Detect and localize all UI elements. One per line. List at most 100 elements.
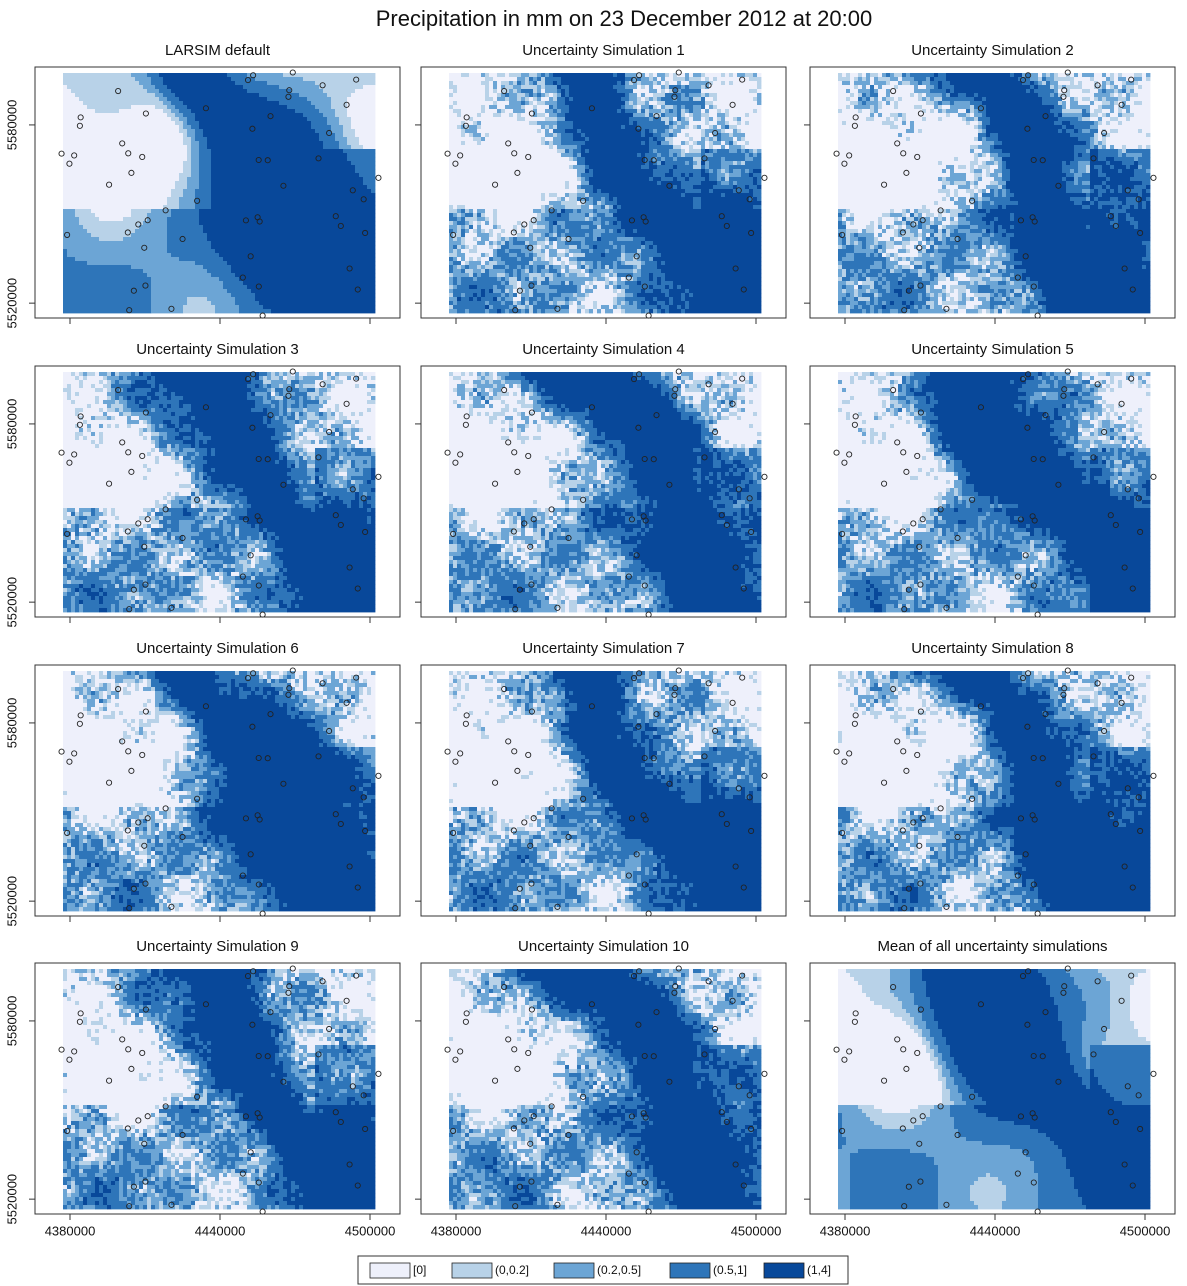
raster-cell	[63, 157, 188, 162]
raster-cell	[645, 113, 650, 118]
raster-cell	[569, 257, 578, 262]
raster-cell	[846, 273, 855, 278]
raster-cell	[994, 189, 999, 194]
raster-cell	[191, 488, 200, 493]
raster-cell	[838, 237, 843, 242]
raster-cell	[577, 161, 586, 166]
raster-cell	[135, 396, 148, 401]
raster-cell	[485, 137, 542, 142]
raster-cell	[477, 285, 494, 290]
raster-cell	[589, 249, 594, 254]
raster-cell	[537, 257, 542, 262]
raster-cell	[958, 213, 967, 218]
raster-cell	[231, 516, 236, 521]
raster-cell	[565, 185, 570, 190]
raster-cell	[858, 277, 867, 282]
raster-cell	[171, 444, 176, 449]
station	[905, 287, 912, 294]
raster-cell	[1090, 197, 1095, 202]
raster-cell	[910, 305, 915, 310]
raster-cell	[505, 281, 510, 286]
raster-cell	[115, 392, 148, 397]
raster-cell	[585, 285, 590, 290]
raster-cell	[593, 281, 606, 286]
raster-cell	[533, 289, 538, 294]
raster-cell	[685, 77, 690, 82]
raster-cell	[557, 221, 566, 226]
raster-cell	[215, 500, 220, 505]
raster-cell	[553, 97, 558, 102]
raster-cell	[850, 305, 855, 310]
raster-cell	[669, 305, 678, 310]
raster-cell	[489, 289, 494, 294]
raster-cell	[878, 297, 919, 302]
raster-cell	[617, 201, 694, 206]
raster-cell	[107, 396, 112, 401]
raster-cell	[449, 165, 570, 170]
raster-cell	[537, 265, 546, 270]
raster-cell	[119, 388, 124, 393]
station	[1030, 156, 1037, 164]
raster-cell	[681, 81, 690, 86]
raster-cell	[862, 241, 867, 246]
raster-cell	[1058, 101, 1063, 106]
station	[239, 274, 246, 281]
raster-cell	[661, 117, 670, 122]
raster-cell	[862, 73, 867, 78]
raster-cell	[227, 500, 236, 505]
raster-cell	[954, 289, 959, 294]
raster-cell	[589, 149, 650, 154]
raster-cell	[1098, 169, 1103, 174]
raster-cell	[838, 305, 847, 310]
raster-cell	[493, 217, 498, 222]
station	[141, 244, 148, 251]
raster-cell	[315, 468, 320, 473]
raster-cell	[1098, 157, 1107, 162]
raster-cell	[167, 245, 212, 250]
raster-cell	[1094, 85, 1103, 90]
raster-cell	[593, 305, 598, 310]
raster-cell	[842, 261, 875, 266]
raster-cell	[63, 472, 176, 477]
raster-cell	[994, 261, 1003, 266]
raster-cell	[1094, 165, 1103, 170]
station	[71, 152, 78, 159]
raster-cell	[677, 117, 682, 122]
raster-cell	[175, 472, 180, 477]
raster-cell	[159, 388, 168, 393]
raster-cell	[950, 89, 955, 94]
raster-cell	[601, 233, 626, 238]
raster-cell	[1054, 73, 1059, 78]
raster-cell	[753, 109, 758, 114]
raster-cell	[645, 133, 654, 138]
raster-cell	[1086, 165, 1091, 170]
raster-cell	[219, 520, 224, 525]
raster-cell	[147, 524, 152, 529]
raster-cell	[481, 225, 494, 230]
raster-cell	[533, 269, 538, 274]
raster-cell	[449, 229, 454, 234]
raster-cell	[858, 301, 867, 306]
raster-cell	[509, 113, 514, 118]
raster-cell	[143, 269, 208, 274]
raster-cell	[259, 376, 264, 381]
raster-cell	[914, 89, 931, 94]
raster-cell	[934, 301, 939, 306]
raster-cell	[573, 281, 586, 286]
raster-cell	[107, 388, 112, 393]
raster-cell	[211, 480, 288, 485]
raster-cell	[894, 225, 899, 230]
raster-cell	[1114, 85, 1119, 90]
raster-cell	[846, 309, 851, 314]
raster-cell	[641, 133, 646, 138]
raster-cell	[477, 265, 482, 270]
raster-cell	[71, 372, 76, 377]
raster-cell	[243, 488, 296, 493]
raster-cell	[605, 285, 610, 290]
raster-cell	[1110, 121, 1119, 126]
raster-cell	[307, 480, 312, 485]
raster-cell	[279, 85, 320, 90]
raster-cell	[673, 141, 682, 146]
raster-cell	[331, 105, 348, 110]
raster-cell	[1002, 269, 1007, 274]
